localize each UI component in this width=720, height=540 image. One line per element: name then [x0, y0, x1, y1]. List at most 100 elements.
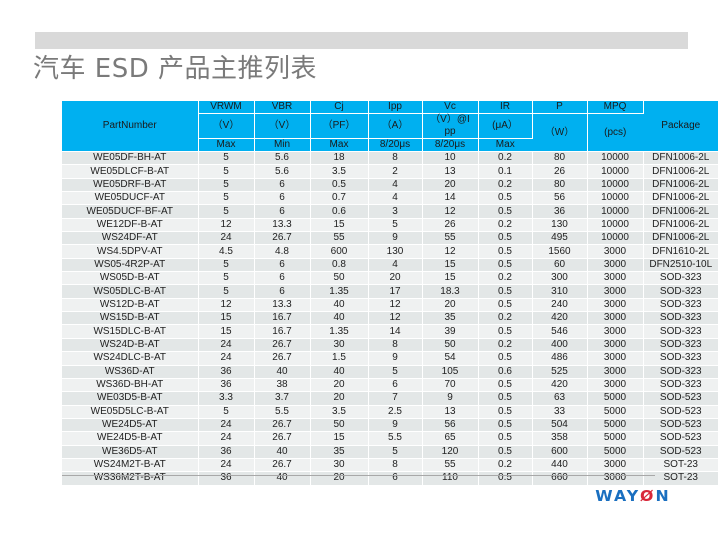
cell-package: SOD-523 [643, 445, 718, 459]
cell-mpq: 10000 [587, 231, 644, 246]
cell-ipp: 6 [368, 378, 423, 393]
table-row: WS15DLC-B-AT 15 16.7 1.35 14 39 0.5 546 3000 SOD-… [62, 324, 718, 339]
cell-vrwm: 5 [198, 284, 255, 299]
cell-cj: 30 [310, 338, 369, 353]
cond-ir: Max [478, 138, 532, 152]
cell-vc: 13 [422, 164, 479, 179]
cell-partnumber: WE24D5-B-AT [62, 431, 199, 446]
cell-package: SOD-523 [643, 391, 718, 406]
cell-ipp: 8 [368, 458, 423, 473]
cell-vrwm: 24 [198, 418, 255, 433]
cell-mpq: 5000 [587, 445, 644, 459]
cell-ir: 0.5 [478, 378, 533, 393]
cell-ipp: 9 [368, 351, 423, 366]
col-partnumber: PartNumber [62, 101, 199, 152]
cell-package: DFN2510-10L [643, 258, 718, 273]
cell-ir: 0.2 [478, 338, 533, 353]
table-row: WS36D-BH-AT 36 38 20 6 70 0.5 420 3000 SOD-323 [62, 378, 718, 393]
table-row: WS24D-B-AT 24 26.7 30 8 50 0.2 400 3000 SOD-323 [62, 338, 718, 353]
cell-mpq: 3000 [587, 311, 644, 326]
cond-vbr: Min [254, 138, 311, 152]
cell-package: SOD-323 [643, 338, 718, 353]
cell-vbr: 40 [254, 445, 311, 459]
cell-vrwm: 24 [198, 431, 255, 446]
cell-package: SOD-323 [643, 324, 718, 339]
unit-ir: (μA） [478, 113, 533, 139]
cell-vrwm: 5 [198, 191, 255, 206]
cell-ir: 0.5 [478, 391, 533, 406]
table-row: WE03D5-B-AT 3.3 3.7 20 7 9 0.5 63 5000 SOD-523 [62, 391, 718, 406]
cell-vrwm: 36 [198, 378, 255, 393]
cell-vc: 50 [422, 338, 479, 353]
table-row: WE36D5-AT 36 40 35 5 120 0.5 600 5000 SOD-523 [62, 445, 718, 459]
cell-vbr: 16.7 [254, 324, 311, 339]
cell-partnumber: WS36M2T-B-AT [62, 471, 199, 486]
cell-p: 400 [532, 338, 588, 353]
cell-cj: 0.8 [310, 258, 369, 273]
cell-mpq: 10000 [587, 178, 644, 193]
table-row: WE05DLCF-B-AT 5 5.6 3.5 2 13 0.1 26 10000 DFN1006… [62, 164, 718, 179]
cond-vc: 8/20μs [422, 138, 479, 152]
cell-vc: 13 [422, 405, 479, 419]
cell-vc: 65 [422, 431, 479, 446]
cell-vbr: 38 [254, 378, 311, 393]
logo-accent: Ø [639, 487, 656, 505]
cell-p: 525 [532, 365, 588, 379]
cell-mpq: 3000 [587, 324, 644, 339]
esd-product-table: PartNumber VRWM VBR Cj Ipp Vc IR P MPQ P… [62, 101, 718, 486]
cell-package: SOT-23 [643, 458, 718, 473]
unit-vbr: （V） [254, 113, 311, 139]
cell-vrwm: 5 [198, 258, 255, 273]
cell-cj: 50 [310, 418, 369, 433]
cell-vbr: 6 [254, 204, 311, 219]
table-row: WE05DF-BH-AT 5 5.6 18 8 10 0.2 80 10000 DFN1006-2… [62, 151, 718, 166]
cell-package: SOD-523 [643, 431, 718, 446]
cell-mpq: 10000 [587, 191, 644, 206]
cell-mpq: 10000 [587, 204, 644, 219]
cell-partnumber: WE05D5LC-B-AT [62, 405, 199, 419]
cell-ir: 0.6 [478, 365, 533, 379]
unit-cj: （PF） [310, 113, 369, 139]
cell-vc: 55 [422, 231, 479, 246]
cell-package: SOD-323 [643, 311, 718, 326]
cell-vrwm: 24 [198, 338, 255, 353]
cell-vc: 70 [422, 378, 479, 393]
cell-vbr: 26.7 [254, 418, 311, 433]
cell-vrwm: 24 [198, 458, 255, 473]
cell-ir: 0.2 [478, 311, 533, 326]
cell-p: 26 [532, 164, 588, 179]
cell-p: 420 [532, 311, 588, 326]
cell-partnumber: WS05-4R2P-AT [62, 258, 199, 273]
unit-ipp: （A） [368, 113, 423, 139]
cell-package: DFN1006-2L [643, 191, 718, 206]
cell-partnumber: WS24DF-AT [62, 231, 199, 246]
logo-text-1: WAY [595, 487, 640, 505]
cell-p: 80 [532, 178, 588, 193]
cell-vc: 55 [422, 458, 479, 473]
cell-vc: 105 [422, 365, 479, 379]
cell-partnumber: WS24DLC-B-AT [62, 351, 199, 366]
cell-vrwm: 3.3 [198, 391, 255, 406]
table-row: WS12D-B-AT 12 13.3 40 12 20 0.5 240 3000 SOD-323 [62, 298, 718, 313]
cell-cj: 15 [310, 431, 369, 446]
cell-vc: 20 [422, 178, 479, 193]
cell-vrwm: 36 [198, 445, 255, 459]
cell-mpq: 3000 [587, 471, 644, 486]
cell-package: DFN1006-2L [643, 231, 718, 246]
cell-cj: 3.5 [310, 405, 369, 419]
cell-vbr: 6 [254, 284, 311, 299]
cell-p: 130 [532, 218, 588, 233]
cell-cj: 0.7 [310, 191, 369, 206]
cell-partnumber: WS15DLC-B-AT [62, 324, 199, 339]
table-row: WE05DRF-B-AT 5 6 0.5 4 20 0.2 80 10000 DFN1006-2L [62, 178, 718, 193]
table-row: WE24D5-B-AT 24 26.7 15 5.5 65 0.5 358 5000 SOD-52… [62, 431, 718, 446]
cell-vc: 9 [422, 391, 479, 406]
cell-vrwm: 4.5 [198, 244, 255, 259]
cell-cj: 20 [310, 378, 369, 393]
table-row: WS05DLC-B-AT 5 6 1.35 17 18.3 0.5 310 3000 SOD-32… [62, 284, 718, 299]
cell-p: 33 [532, 405, 588, 419]
col-vrwm: VRWM [198, 101, 255, 114]
cell-vrwm: 12 [198, 298, 255, 313]
cell-ipp: 4 [368, 258, 423, 273]
cell-ir: 0.2 [478, 151, 533, 166]
